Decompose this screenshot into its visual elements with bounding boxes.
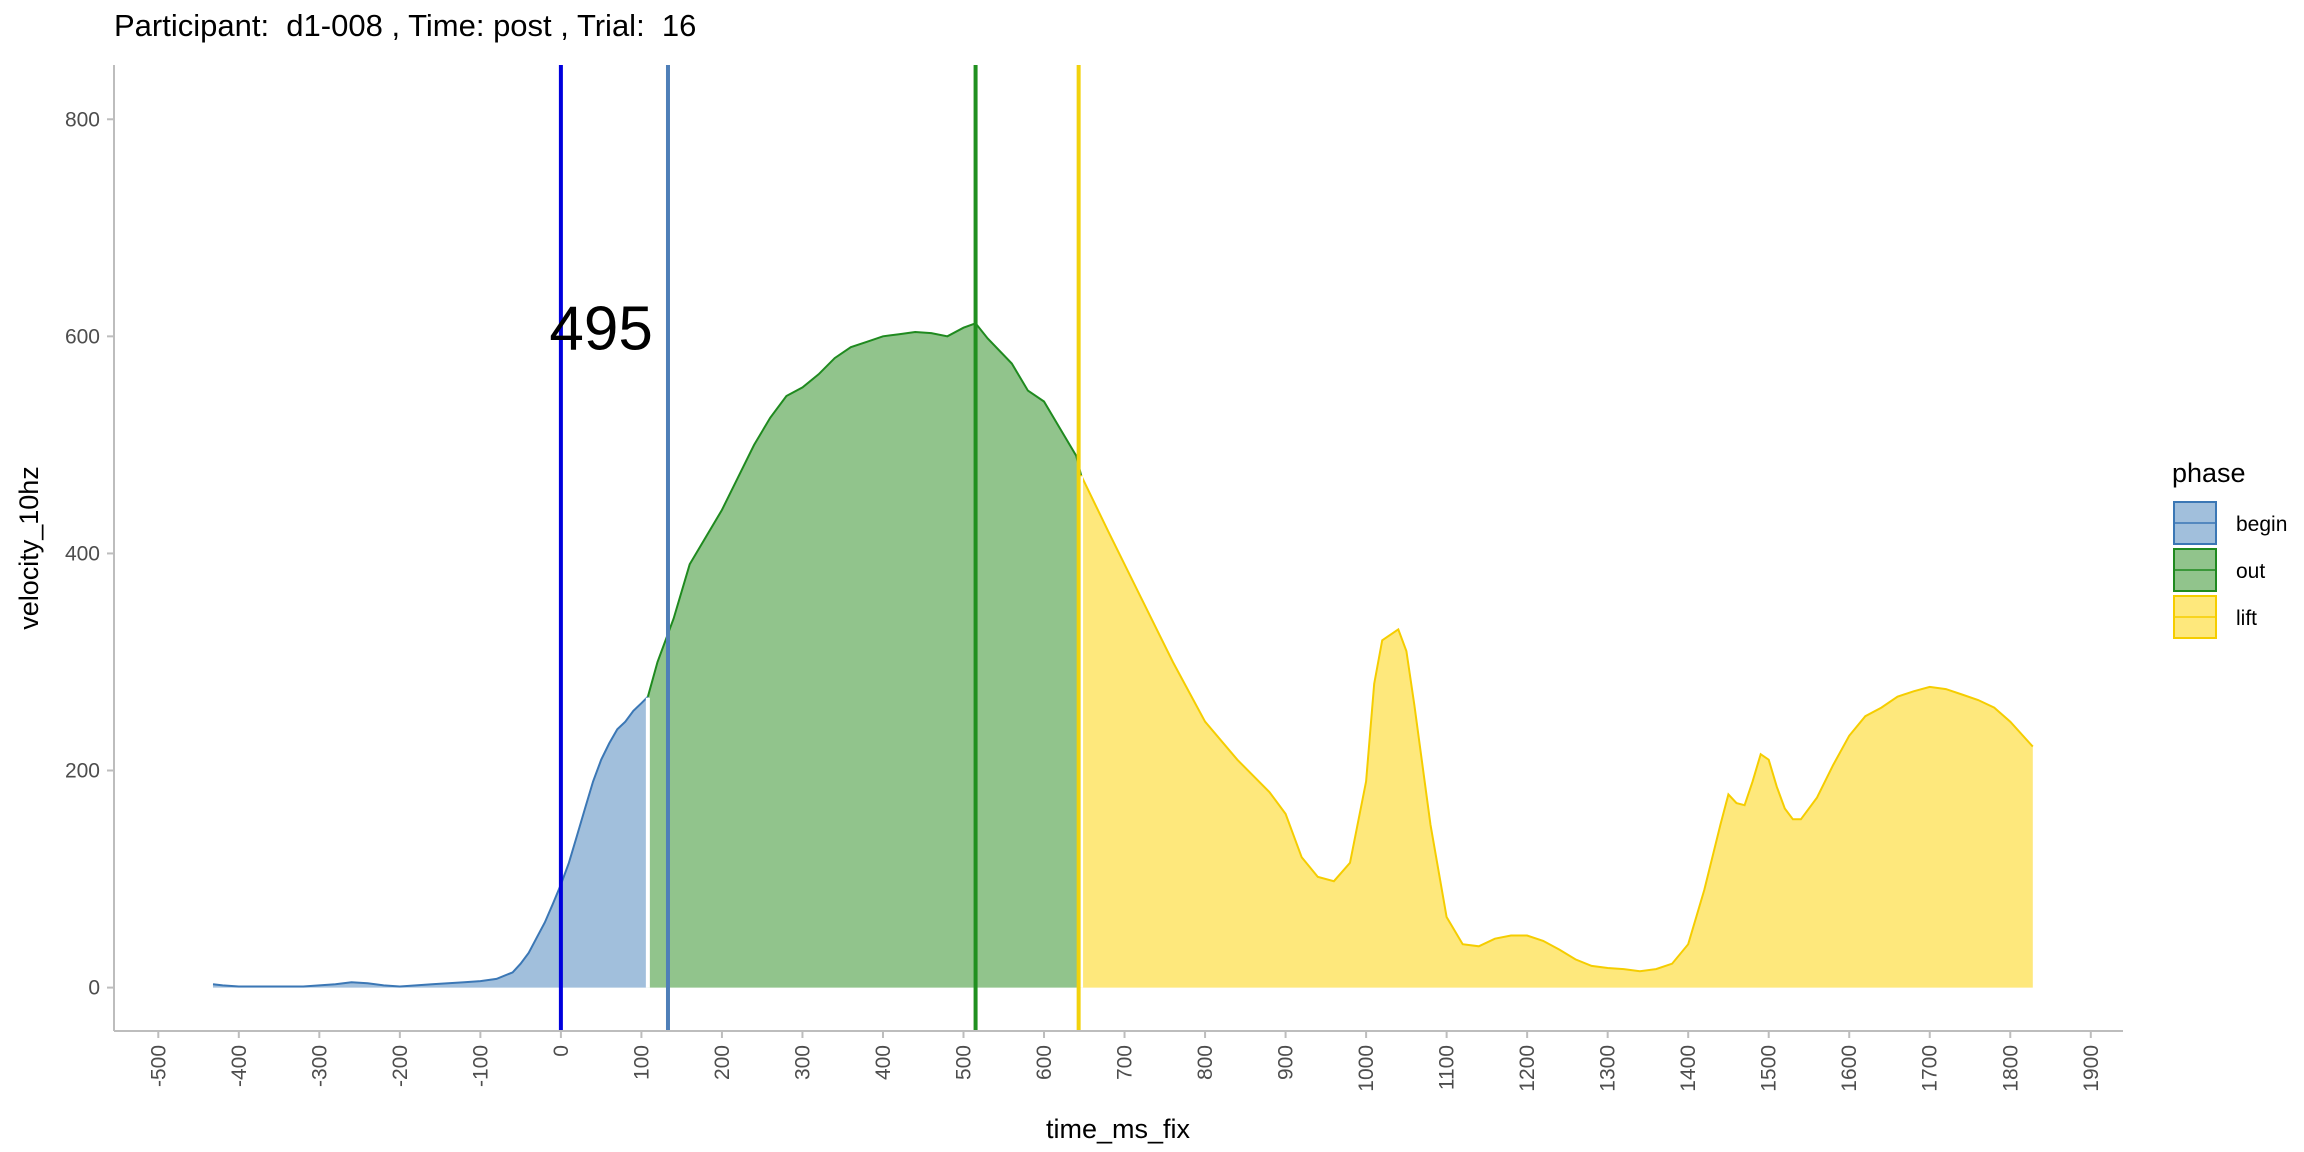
chart-title: Participant: d1-008 , Time: post , Trial… — [114, 8, 697, 43]
y-axis-title: velocity_10hz — [14, 466, 44, 630]
x-tick-label: 400 — [872, 1045, 895, 1080]
legend-title: phase — [2172, 458, 2246, 488]
x-tick-label: 200 — [711, 1045, 734, 1080]
x-tick-label: -100 — [469, 1045, 492, 1087]
area-lift — [1081, 475, 2033, 988]
x-tick-label: 300 — [791, 1045, 814, 1080]
x-tick-label: 600 — [1033, 1045, 1056, 1080]
y-tick-label: 800 — [65, 108, 100, 131]
y-tick-label: 600 — [65, 325, 100, 348]
x-tick-label: 1400 — [1677, 1045, 1700, 1092]
x-tick-label: 1000 — [1355, 1045, 1378, 1092]
x-tick-label: -400 — [228, 1045, 251, 1087]
x-tick-label: -200 — [389, 1045, 412, 1087]
x-tick-label: 1200 — [1516, 1045, 1539, 1092]
legend-label-begin: begin — [2236, 513, 2287, 536]
y-tick-label: 400 — [65, 542, 100, 565]
legend-label-out: out — [2236, 560, 2265, 583]
x-tick-label: -500 — [147, 1045, 170, 1087]
x-tick-label: 900 — [1275, 1045, 1298, 1080]
x-tick-label: 1100 — [1436, 1045, 1459, 1090]
x-axis-title: time_ms_fix — [1046, 1114, 1191, 1144]
x-tick-label: 1500 — [1758, 1045, 1781, 1092]
x-tick-label: 800 — [1194, 1045, 1217, 1080]
x-tick-label: 1300 — [1597, 1045, 1620, 1092]
area-begin — [213, 696, 648, 988]
area-out — [647, 323, 1082, 988]
x-tick-label: -300 — [308, 1045, 331, 1087]
annotation-label: 495 — [549, 295, 652, 364]
x-axis-ticks: -500 -400 -300 -200 -100 0 100 200 300 400 500 600 7… — [147, 1031, 2103, 1092]
line-out — [646, 322, 1083, 697]
phase-marker-lines — [558, 65, 1081, 1031]
x-tick-label: 0 — [550, 1045, 573, 1057]
x-tick-label: 100 — [630, 1045, 653, 1080]
y-tick-label: 200 — [65, 760, 100, 783]
legend: phase begin out lift — [2172, 458, 2287, 639]
x-tick-label: 1600 — [1838, 1045, 1861, 1092]
x-tick-label: 1900 — [2080, 1045, 2103, 1092]
legend-label-lift: lift — [2236, 607, 2257, 630]
x-tick-label: 500 — [952, 1045, 975, 1080]
phase-areas — [212, 322, 2034, 988]
line-lift — [1080, 474, 2034, 973]
x-tick-label: 700 — [1114, 1045, 1137, 1080]
y-axis-ticks: 0 200 400 600 800 — [65, 108, 114, 1000]
x-tick-label: 1700 — [1919, 1045, 1942, 1092]
line-begin — [212, 695, 649, 988]
x-tick-label: 1800 — [1999, 1045, 2022, 1092]
y-tick-label: 0 — [88, 977, 100, 1000]
